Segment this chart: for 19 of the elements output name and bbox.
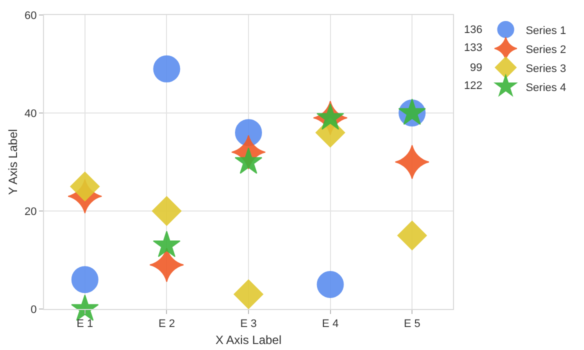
y-tick-label: 40 xyxy=(24,108,37,120)
text: 122 xyxy=(464,80,482,92)
y-tick-label: 20 xyxy=(24,206,37,218)
legend-label: Series 1 xyxy=(526,24,566,37)
x-tick-label: E 2 xyxy=(158,318,175,330)
text: 99 xyxy=(470,62,482,74)
x-tick-label: E 5 xyxy=(404,318,420,330)
legend-label: Series 3 xyxy=(526,62,566,75)
x-axis-title: X Axis Label xyxy=(215,333,282,348)
x-tick-label: E 4 xyxy=(322,318,339,330)
text: 133 xyxy=(464,42,482,54)
y-tick-label: 0 xyxy=(30,304,37,316)
x-tick-label: E 3 xyxy=(240,318,257,330)
y-axis-title: Y Axis Label xyxy=(6,129,20,195)
legend-label: Series 2 xyxy=(526,44,566,56)
x-tick-label: E 1 xyxy=(76,318,94,330)
legend-label: Series 4 xyxy=(526,82,566,94)
text: 136 xyxy=(464,24,482,36)
y-tick-label: 60 xyxy=(24,10,37,22)
